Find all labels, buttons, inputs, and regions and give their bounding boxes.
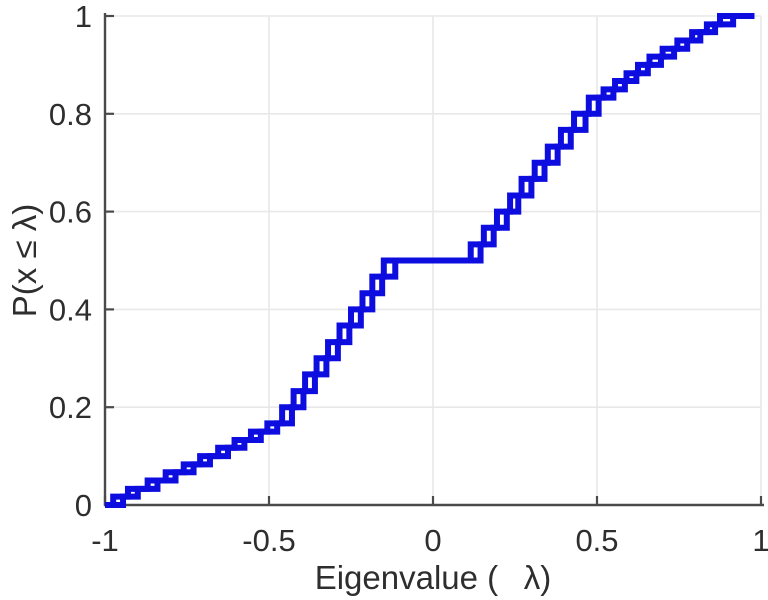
y-tick-label-2: 0.4: [49, 292, 92, 327]
x-axis-label: Eigenvalue ( λ): [315, 559, 552, 596]
y-tick-label-3: 0.6: [49, 195, 92, 230]
x-tick-label-3: 0.5: [575, 523, 618, 558]
y-axis-label: P(x ≤ λ): [6, 204, 43, 317]
y-tick-label-4: 0.8: [49, 97, 92, 132]
x-tick-label-0: -1: [91, 523, 119, 558]
x-tick-label-4: 1: [752, 523, 768, 558]
x-tick-label-1: -0.5: [242, 523, 295, 558]
y-tick-label-5: 1: [75, 0, 92, 34]
ecdf-curve-2: [105, 13, 755, 508]
x-tick-label-2: 0: [424, 523, 441, 558]
y-tick-label-1: 0.2: [49, 390, 92, 425]
y-tick-label-0: 0: [75, 488, 92, 523]
